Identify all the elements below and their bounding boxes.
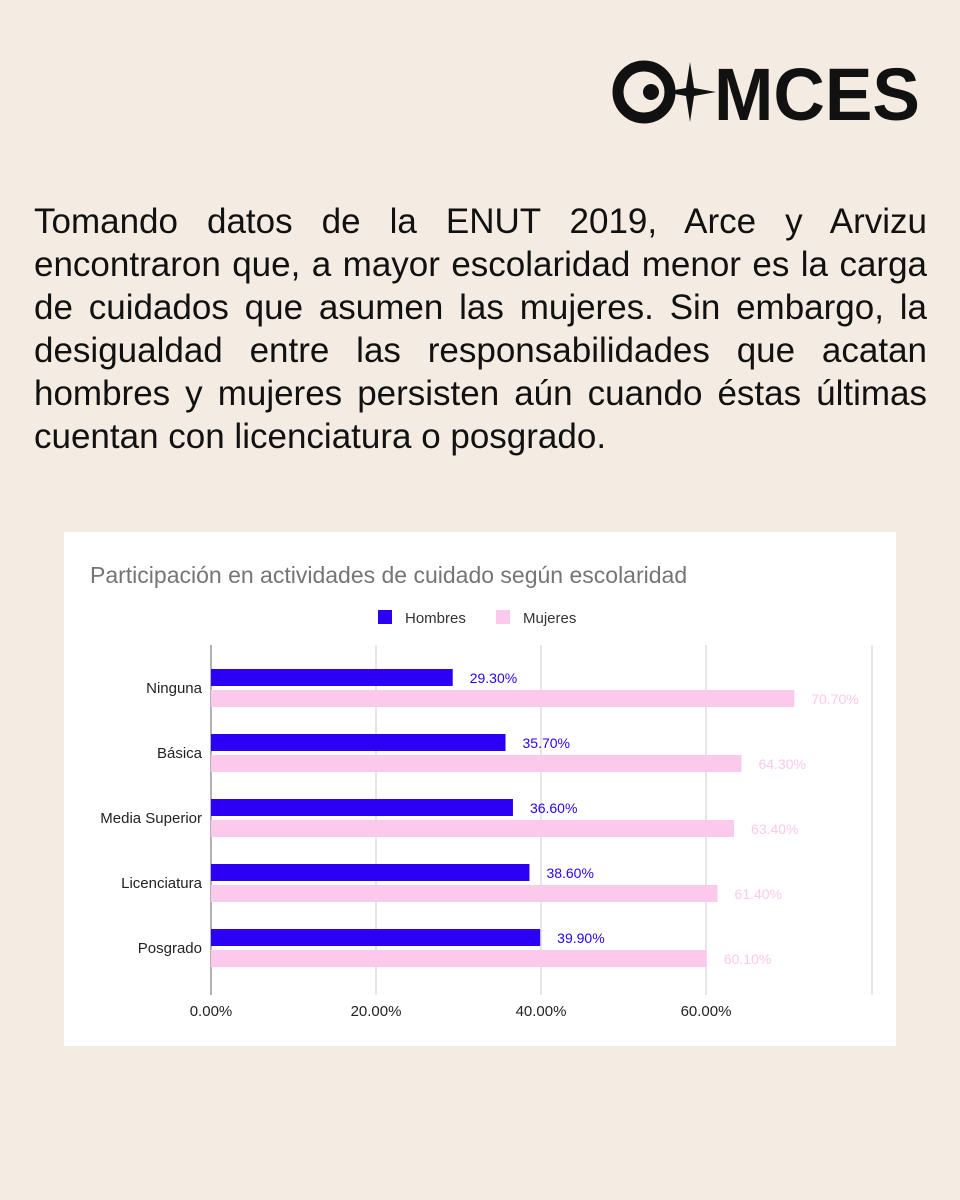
- intro-paragraph: Tomando datos de la ENUT 2019, Arce y Ar…: [34, 202, 927, 456]
- category-label: Ninguna: [146, 680, 203, 697]
- data-label-hombres: 39.90%: [557, 930, 604, 946]
- data-label-hombres: 36.60%: [530, 800, 577, 816]
- bar-hombres: [211, 669, 453, 686]
- x-tick-label: 60.00%: [681, 1003, 732, 1020]
- bar-mujeres: [211, 950, 707, 967]
- category-label: Posgrado: [138, 940, 202, 957]
- sparkle-icon: [664, 62, 716, 122]
- data-label-mujeres: 63.40%: [751, 821, 798, 837]
- bar-hombres: [211, 799, 513, 816]
- data-label-hombres: 35.70%: [523, 735, 570, 751]
- chart-title: Participación en actividades de cuidado …: [90, 562, 687, 588]
- x-tick-label: 20.00%: [351, 1003, 402, 1020]
- bar-mujeres: [211, 690, 795, 707]
- bar-mujeres: [211, 820, 735, 837]
- bar-hombres: [211, 929, 541, 946]
- chart-card: Participación en actividades de cuidado …: [64, 532, 896, 1046]
- bar-hombres: [211, 864, 530, 881]
- eye-icon: [612, 60, 676, 124]
- bar-mujeres: [211, 755, 742, 772]
- bar-chart: Participación en actividades de cuidado …: [90, 562, 873, 1020]
- category-label: Básica: [157, 745, 203, 762]
- data-label-mujeres: 61.40%: [735, 886, 782, 902]
- category-label: Media Superior: [100, 810, 202, 827]
- bar-hombres: [211, 734, 506, 751]
- bar-mujeres: [211, 885, 718, 902]
- logo-wordmark: MCES: [714, 58, 920, 126]
- legend-swatch-mujeres: [496, 610, 510, 624]
- x-tick-label: 0.00%: [190, 1003, 233, 1020]
- data-label-mujeres: 60.10%: [724, 951, 771, 967]
- data-label-mujeres: 70.70%: [811, 691, 858, 707]
- legend-swatch-hombres: [378, 610, 392, 624]
- data-label-hombres: 38.60%: [546, 865, 593, 881]
- legend-label-mujeres: Mujeres: [523, 610, 576, 627]
- data-label-mujeres: 64.30%: [758, 756, 805, 772]
- legend-label-hombres: Hombres: [405, 610, 466, 627]
- category-label: Licenciatura: [121, 875, 203, 892]
- x-tick-label: 40.00%: [516, 1003, 567, 1020]
- data-label-hombres: 29.30%: [470, 670, 517, 686]
- mces-logo: MCES: [612, 58, 928, 126]
